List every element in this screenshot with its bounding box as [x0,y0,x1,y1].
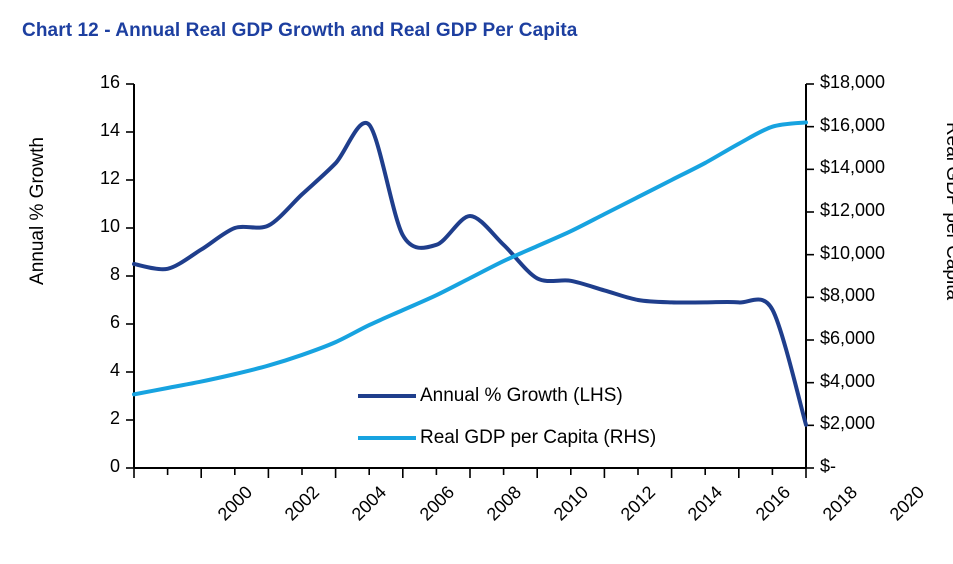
legend-swatch [358,436,416,440]
y-axis-left-tick-label: 14 [99,120,120,140]
y-axis-left-tick-label: 0 [109,456,120,476]
y-axis-left-tick-label: 10 [99,216,120,236]
y-axis-right-tick-label: $4,000 [820,370,876,391]
legend-label: Annual % Growth (LHS) [420,385,623,406]
y-axis-left-tick-label: 12 [99,168,120,188]
y-axis-right-tick-label: $8,000 [820,285,876,306]
y-axis-left-tick-label: 6 [109,312,120,332]
axis-lines [126,83,814,478]
legend-label: Real GDP per Capita (RHS) [420,427,657,448]
series-line-gdp-per-capita [132,120,808,397]
legend-swatch [358,394,416,398]
y-axis-left-tick-label: 16 [99,72,120,92]
series-layer [132,120,808,427]
series-line-annual-growth [132,120,808,427]
chart-title: Chart 12 - Annual Real GDP Growth and Re… [22,20,578,41]
y-axis-left-tick-label: 8 [109,264,120,284]
y-axis-right-tick-label: $10,000 [820,242,886,263]
y-axis-right-tick-label: $6,000 [820,328,876,348]
y-axis-left-tick-label: 4 [109,360,120,380]
y-axis-right-tick-label: $14,000 [820,157,886,178]
y-axis-left-tick-label: 2 [109,408,120,428]
y-axis-right-tick-label: $2,000 [820,413,876,434]
y-axis-right-tick-label: $12,000 [820,200,886,220]
y-axis-right-tick-label: $16,000 [820,114,886,135]
y-axis-right-tick-label: $18,000 [820,72,886,92]
y-axis-right-tick-label: $- [820,456,837,476]
